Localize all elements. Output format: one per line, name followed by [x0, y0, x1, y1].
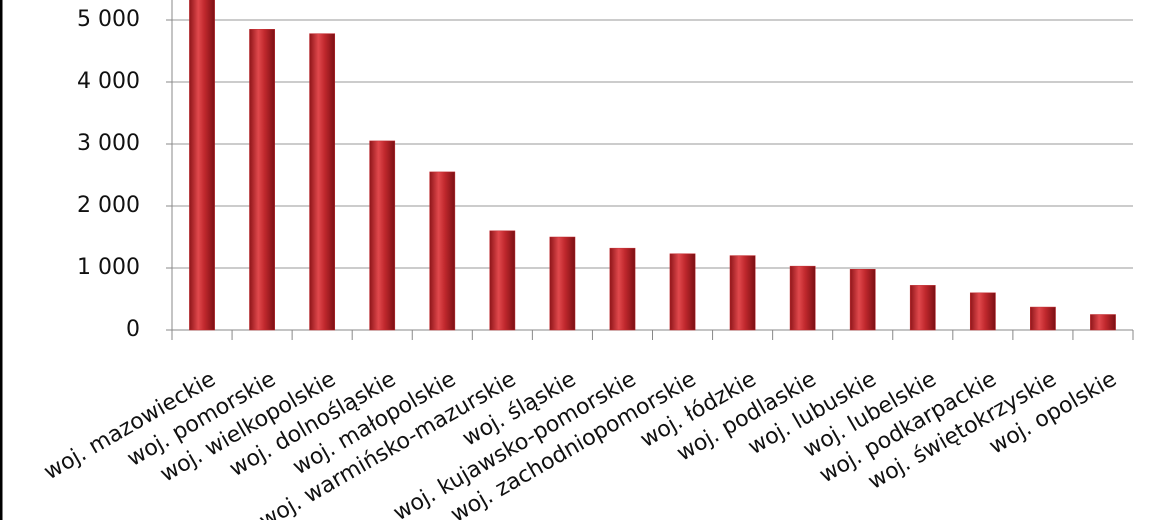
bar — [1090, 314, 1116, 331]
bar — [729, 255, 756, 331]
bar — [249, 29, 275, 331]
bar — [549, 236, 576, 331]
bar — [1030, 306, 1056, 331]
bar — [789, 265, 816, 331]
y-tick-label: 2 000 — [77, 193, 140, 218]
y-tick-label: 1 000 — [77, 255, 140, 280]
bar — [609, 247, 636, 331]
bar — [669, 253, 696, 331]
bar — [969, 292, 996, 331]
bar — [849, 268, 876, 331]
bar — [189, 0, 215, 331]
bar — [489, 230, 516, 331]
y-tick-label: 5 000 — [77, 7, 140, 32]
bar — [309, 33, 336, 331]
y-tick-label: 3 000 — [77, 131, 140, 156]
bar — [369, 140, 396, 331]
y-tick-label: 0 — [126, 317, 140, 342]
y-tick-label: 4 000 — [77, 69, 140, 94]
bar — [429, 171, 456, 331]
bar — [909, 285, 936, 331]
